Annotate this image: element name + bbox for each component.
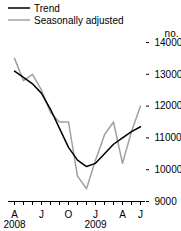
svg-text:J: J [39, 209, 44, 220]
svg-text:no.: no. [165, 28, 179, 39]
svg-text:O: O [65, 209, 73, 220]
svg-text:A: A [119, 209, 126, 220]
html-text:Trend: Trend [34, 2, 60, 14]
svg-text:J2009: J2009 [84, 209, 107, 230]
svg-text:12000: 12000 [155, 100, 181, 111]
html-text:Seasonally adjusted: Seasonally adjusted [34, 14, 124, 26]
svg-text:11000: 11000 [155, 132, 181, 143]
svg-text:J: J [138, 209, 143, 220]
svg-text:13000: 13000 [155, 69, 181, 80]
svg-text:10000: 10000 [155, 164, 181, 175]
svg-text:A2008: A2008 [3, 209, 26, 230]
svg-text:9000: 9000 [155, 196, 178, 207]
